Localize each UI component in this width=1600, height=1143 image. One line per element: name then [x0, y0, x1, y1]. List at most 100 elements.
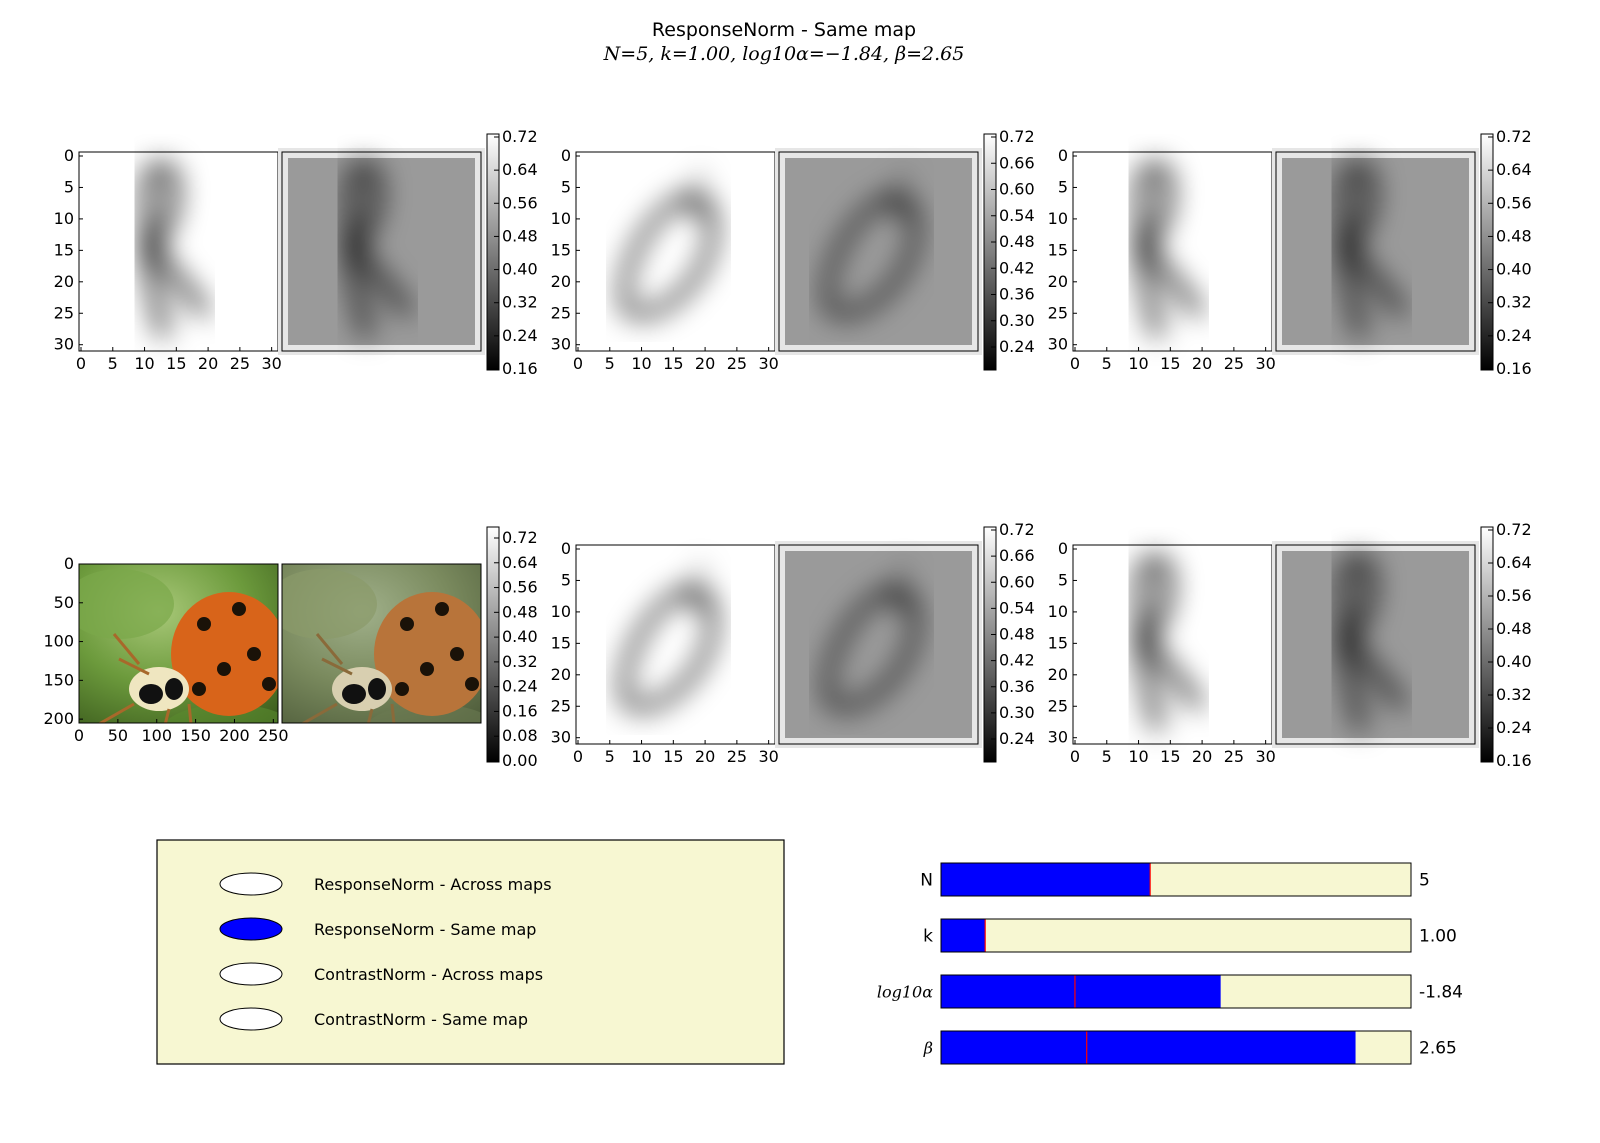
- x-tick-label: 50: [108, 726, 128, 745]
- x-tick-label: 0: [74, 726, 84, 745]
- legend-item[interactable]: ResponseNorm - Same map: [219, 917, 536, 941]
- y-tick-label: 0: [64, 554, 74, 573]
- ladybug-leg: [163, 708, 171, 723]
- colorbar-tick-label: 0.16: [1496, 359, 1532, 378]
- image-frame: [281, 563, 482, 724]
- colorbar-tick-label: 0.00: [502, 751, 538, 770]
- slider-fill[interactable]: [941, 919, 986, 952]
- y-tick-label: 5: [561, 570, 571, 589]
- x-tick-label: 10: [631, 747, 651, 766]
- y-tick-label: 5: [561, 177, 571, 196]
- y-tick-label: 25: [551, 696, 571, 715]
- x-tick-label: 5: [1102, 354, 1112, 373]
- colorbar-tick-label: 0.32: [502, 652, 538, 671]
- image-background: [1276, 545, 1475, 744]
- ladybug-head: [342, 684, 366, 704]
- ladybug-leg: [366, 708, 374, 723]
- slider-frame: [940, 918, 1412, 953]
- ladybug-photo: [282, 564, 481, 723]
- colorbar-tick-label: 0.54: [999, 206, 1035, 225]
- slider-log-alpha[interactable]: log10α -1.84: [877, 974, 1463, 1009]
- image-background: [282, 152, 481, 351]
- colorbar-tick-label: 0.56: [1496, 586, 1532, 605]
- y-tick-label: 10: [551, 602, 571, 621]
- y-tick-label: 15: [551, 633, 571, 652]
- y-tick-label: 30: [54, 335, 74, 354]
- figure-subtitle: N=5, k=1.00, log10α=−1.84, β=2.65: [603, 43, 965, 65]
- legend-item[interactable]: ContrastNorm - Same map: [219, 1007, 528, 1031]
- colorbar: [1480, 133, 1494, 371]
- x-tick-label: 30: [758, 747, 778, 766]
- ladybug-leg: [98, 702, 135, 723]
- slider-beta[interactable]: β 2.65: [923, 1030, 1457, 1065]
- x-tick-label: 250: [258, 726, 289, 745]
- colorbar-tick-label: 0.40: [502, 260, 538, 279]
- x-tick-label: 0: [573, 354, 583, 373]
- colorbar-tick-label: 0.24: [502, 326, 538, 345]
- legend-item[interactable]: ResponseNorm - Across maps: [219, 872, 552, 896]
- legend-item[interactable]: ContrastNorm - Across maps: [219, 962, 543, 986]
- legend-label: ResponseNorm - Across maps: [314, 875, 552, 894]
- y-tick-label: 10: [1048, 602, 1068, 621]
- slider-fill[interactable]: [941, 1031, 1356, 1064]
- slider-fill[interactable]: [941, 863, 1151, 896]
- x-tick-label: 150: [180, 726, 211, 745]
- slider-fill[interactable]: [941, 975, 1221, 1008]
- colorbar-tick-label: 0.24: [1496, 718, 1532, 737]
- y-tick-label: 150: [43, 670, 74, 689]
- image-edge: [775, 148, 982, 355]
- ladybug-spot: [192, 682, 206, 696]
- colorbar-tick-label: 0.72: [1496, 127, 1532, 146]
- radio-selected[interactable]: [219, 917, 283, 941]
- slider-frame: [940, 1030, 1412, 1065]
- ladybug-spot: [420, 662, 434, 676]
- radio-unselected[interactable]: [219, 872, 283, 896]
- colorbar-tick-label: 0.60: [999, 180, 1035, 199]
- x-tick-label: 15: [663, 354, 683, 373]
- colorbar: [486, 133, 500, 371]
- image-background: [1073, 545, 1272, 744]
- colorbar-tick-label: 0.64: [1496, 553, 1532, 572]
- y-tick-label: 10: [54, 209, 74, 228]
- ladybug-spot: [232, 602, 246, 616]
- y-tick-label: 200: [43, 709, 74, 728]
- colorbar-tick-label: 0.48: [1496, 619, 1532, 638]
- y-tick-label: 15: [1048, 633, 1068, 652]
- slider-k[interactable]: k 1.00: [923, 918, 1457, 953]
- slider-track[interactable]: [941, 919, 1411, 952]
- x-tick-label: 30: [1255, 354, 1275, 373]
- image-background: [779, 152, 978, 351]
- colorbar-tick-label: 0.66: [999, 153, 1035, 172]
- x-tick-label: 10: [1128, 747, 1148, 766]
- x-tick-label: 20: [1192, 747, 1212, 766]
- radio-unselected[interactable]: [219, 1007, 283, 1031]
- image-background: [1276, 152, 1475, 351]
- colorbar-tick-label: 0.36: [999, 677, 1035, 696]
- radio-unselected[interactable]: [219, 962, 283, 986]
- y-tick-label: 20: [1048, 665, 1068, 684]
- legend-label: ContrastNorm - Same map: [314, 1010, 528, 1029]
- ladybug-spot: [197, 617, 211, 631]
- image-frame: [778, 544, 979, 745]
- x-tick-label: 20: [1192, 354, 1212, 373]
- y-tick-label: 20: [551, 665, 571, 684]
- ladybug-photo: [79, 564, 278, 723]
- x-tick-label: 100: [141, 726, 172, 745]
- panel-r2c3: 0 5 10 15 20 25 300510152025300.720.640.560.48…: [1048, 520, 1532, 770]
- slider-label: log10α: [877, 983, 933, 1002]
- y-tick-label: 10: [1048, 209, 1068, 228]
- colorbar-tick-label: 0.36: [999, 285, 1035, 304]
- y-tick-label: 25: [54, 303, 74, 322]
- x-tick-label: 20: [198, 354, 218, 373]
- slider-value: 5: [1419, 871, 1430, 891]
- x-tick-label: 10: [1128, 354, 1148, 373]
- x-tick-label: 25: [727, 747, 747, 766]
- colorbar-tick-label: 0.32: [1496, 293, 1532, 312]
- ladybug-spot: [247, 647, 261, 661]
- y-tick-label: 30: [1048, 335, 1068, 354]
- colorbar: [983, 133, 997, 371]
- x-tick-label: 10: [631, 354, 651, 373]
- image-background: [779, 545, 978, 744]
- y-tick-label: 20: [54, 272, 74, 291]
